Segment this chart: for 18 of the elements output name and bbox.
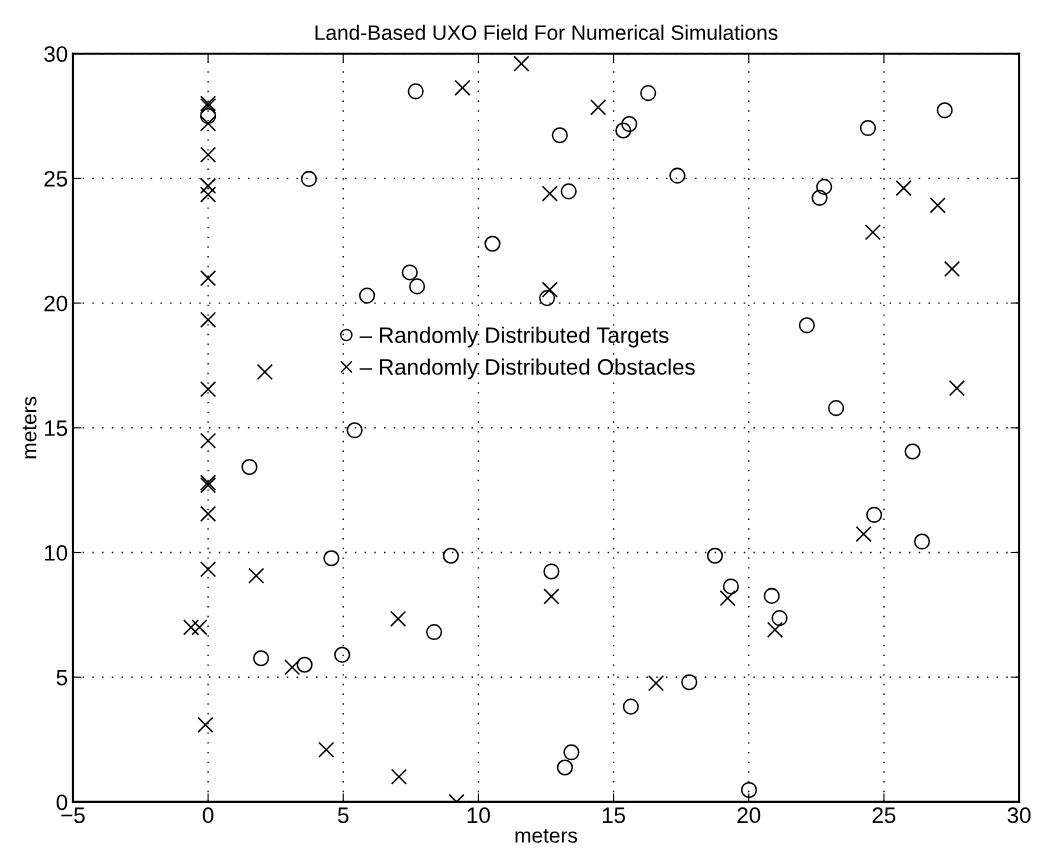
y-axis-title: meters (22, 396, 37, 459)
x-tick-label: 15 (602, 807, 626, 824)
x-tick-label: 30 (1007, 807, 1031, 824)
legend-label: – Randomly Distributed Obstacles (359, 358, 695, 380)
x-tick-label: 10 (467, 807, 490, 824)
y-tick-label: 10 (45, 545, 68, 561)
legend-label: – Randomly Distributed Targets (359, 326, 669, 348)
x-tick-label: 25 (872, 807, 896, 824)
x-tick-label: 5 (337, 807, 349, 824)
x-tick-label: 20 (737, 807, 761, 824)
y-tick-label: 30 (44, 46, 68, 62)
x-axis-title: meters (515, 829, 578, 843)
x-tick-label: 0 (202, 807, 214, 824)
y-tick-label: 25 (44, 170, 68, 187)
y-tick-label: 5 (56, 669, 68, 686)
y-tick-label: 20 (44, 295, 68, 312)
y-tick-label: 15 (45, 420, 68, 437)
chart-title: Land-Based UXO Field For Numerical Simulations (315, 24, 778, 41)
